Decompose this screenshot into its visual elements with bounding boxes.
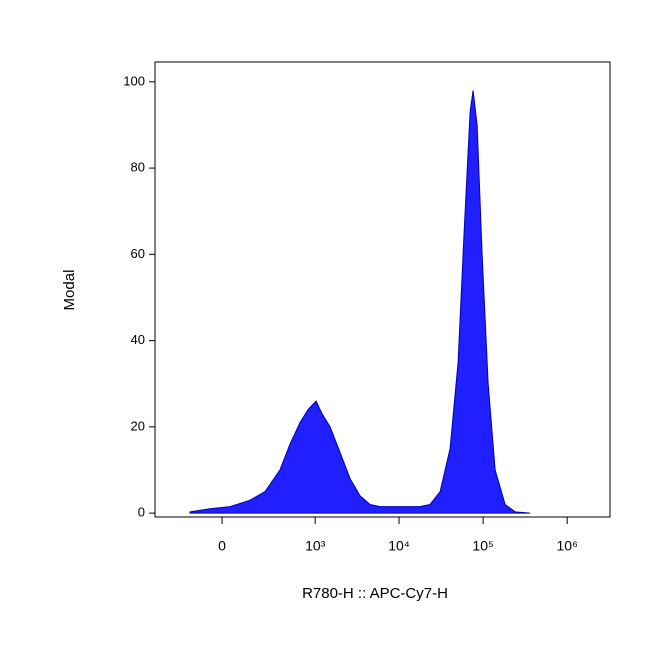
x-tick-label: 10³: [305, 538, 326, 554]
x-tick-label: 10⁴: [388, 538, 410, 554]
y-tick-label: 80: [131, 160, 145, 175]
x-axis-label: R780-H :: APC-Cy7-H: [302, 585, 448, 602]
y-tick-label: 100: [123, 73, 145, 88]
y-tick-label: 0: [138, 505, 145, 520]
y-tick-label: 20: [131, 418, 145, 433]
x-tick-label: 0: [218, 538, 226, 554]
y-tick-label: 60: [131, 246, 145, 261]
y-tick-label: 40: [131, 332, 145, 347]
plot-frame: [154, 61, 611, 518]
y-axis-label: Modal: [61, 270, 78, 311]
x-tick-label: 10⁵: [472, 538, 493, 554]
histogram-area: [189, 90, 531, 514]
x-tick-label: 10⁶: [557, 538, 578, 554]
